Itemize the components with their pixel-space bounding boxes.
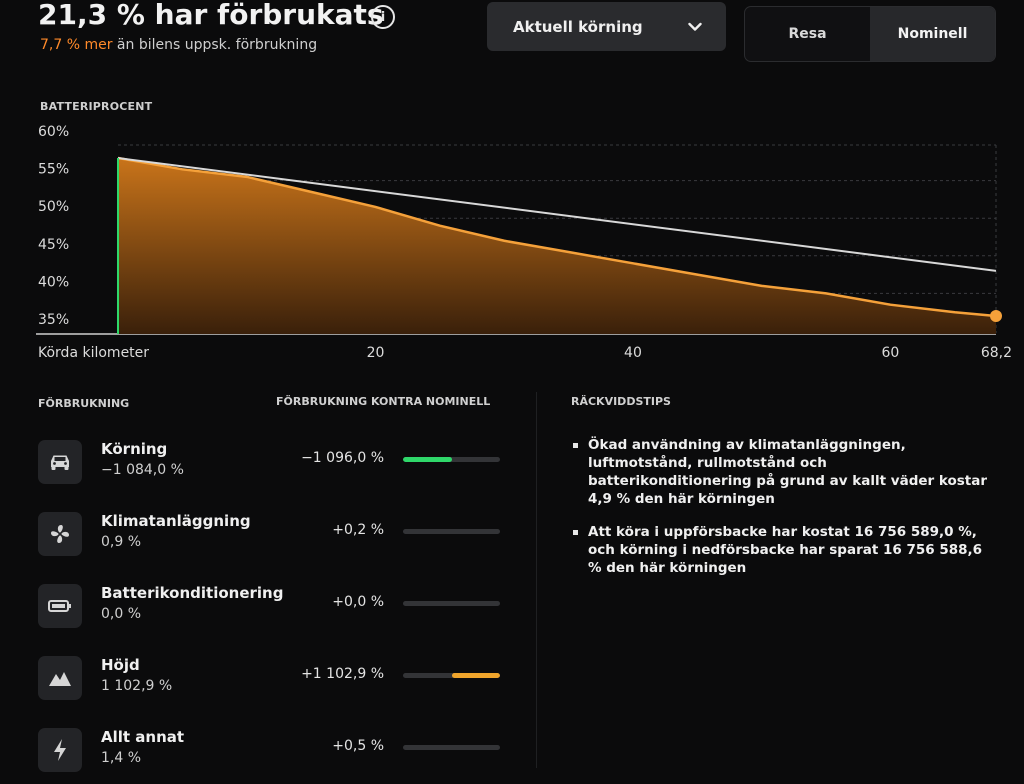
tip-item: Att köra i uppförsbacke har kostat 16 75… <box>571 523 991 577</box>
chart-title: BATTERIPROCENT <box>40 100 153 113</box>
battery-icon-box <box>38 584 82 628</box>
x-tick-label: 20 <box>367 345 385 361</box>
row-name: Klimatanläggning <box>101 512 251 530</box>
row-value: 1,4 % <box>101 750 142 766</box>
actual-line <box>117 156 997 318</box>
section-divider <box>536 392 537 768</box>
nominal-line <box>117 157 997 272</box>
x-tick-label: 68,2 <box>981 345 1012 361</box>
trip-dropdown-label: Aktuell körning <box>513 17 643 36</box>
y-tick-label: 60% <box>38 124 69 140</box>
consumption-vs-nominal-header: FÖRBRUKNING KONTRA NOMINELL <box>276 395 491 408</box>
consumption-row: Klimatanläggning 0,9 % +0,2 % <box>38 512 508 568</box>
row-name: Allt annat <box>101 728 185 746</box>
consumption-row: Allt annat 1,4 % +0,5 % <box>38 728 508 784</box>
row-delta: +1 102,9 % <box>301 666 384 682</box>
row-delta: +0,2 % <box>332 522 384 538</box>
row-value: 0,9 % <box>101 534 142 550</box>
y-tick-label: 40% <box>38 274 69 290</box>
row-bar-fill <box>451 673 500 678</box>
subtitle-text: än bilens uppsk. förbrukning <box>112 37 318 53</box>
x-tick-label: 60 <box>882 345 900 361</box>
mode-toggle[interactable]: Resa Nominell <box>744 6 996 62</box>
toggle-resa[interactable]: Resa <box>788 26 827 42</box>
car-icon <box>47 452 73 472</box>
y-tick-label: 35% <box>38 312 69 328</box>
fan-icon-box <box>38 512 82 556</box>
row-value: 1 102,9 % <box>101 678 173 694</box>
consumption-row: Körning −1 084,0 % −1 096,0 % <box>38 440 508 496</box>
actual-area <box>118 158 996 334</box>
trip-dropdown[interactable]: Aktuell körning <box>487 2 726 51</box>
row-bar-track <box>403 529 500 534</box>
tips-header: RÄCKVIDDSTIPS <box>571 395 671 408</box>
y-tick-label: 45% <box>38 237 69 253</box>
row-bar-track <box>403 457 500 462</box>
page-title: 21,3 % har förbrukats <box>38 0 384 31</box>
bolt-icon-box <box>38 728 82 772</box>
row-value: 0,0 % <box>101 606 142 622</box>
consumption-header: FÖRBRUKNING <box>38 397 130 410</box>
row-bar-track <box>403 673 500 678</box>
tips-list: Ökad användning av klimatanläggningen, l… <box>571 436 991 592</box>
subtitle-accent: 7,7 % mer <box>40 37 113 53</box>
fan-icon <box>48 522 72 546</box>
row-bar-track <box>403 601 500 606</box>
toggle-nominell[interactable]: Nominell <box>870 7 995 61</box>
row-name: Höjd <box>101 656 140 674</box>
row-name: Körning <box>101 440 168 458</box>
row-value: −1 084,0 % <box>101 462 184 478</box>
x-tick-label: 40 <box>624 345 642 361</box>
chevron-down-icon <box>688 22 702 31</box>
bolt-icon <box>51 738 69 762</box>
row-name: Batterikonditionering <box>101 584 284 602</box>
y-tick-label: 55% <box>38 162 69 178</box>
consumption-row: Höjd 1 102,9 % +1 102,9 % <box>38 656 508 712</box>
subtitle: 7,7 % mer än bilens uppsk. förbrukning <box>40 37 317 53</box>
end-point <box>990 309 1002 322</box>
car-icon-box <box>38 440 82 484</box>
mountain-icon-box <box>38 656 82 700</box>
row-bar-track <box>403 745 500 750</box>
tip-item: Ökad användning av klimatanläggningen, l… <box>571 436 991 508</box>
battery-icon <box>48 599 72 613</box>
y-tick-label: 50% <box>38 199 69 215</box>
consumption-row: Batterikonditionering 0,0 % +0,0 % <box>38 584 508 640</box>
row-bar-fill <box>403 457 452 462</box>
info-icon[interactable]: i <box>371 5 395 29</box>
mountain-icon <box>47 668 73 688</box>
row-delta: +0,5 % <box>332 738 384 754</box>
x-axis-label: Körda kilometer <box>38 345 149 361</box>
row-delta: −1 096,0 % <box>301 450 384 466</box>
row-delta: +0,0 % <box>332 594 384 610</box>
battery-chart: 60% 55% 50% 45% 40% 35% 20 40 60 68,2 Körda kilom… <box>36 124 1012 361</box>
